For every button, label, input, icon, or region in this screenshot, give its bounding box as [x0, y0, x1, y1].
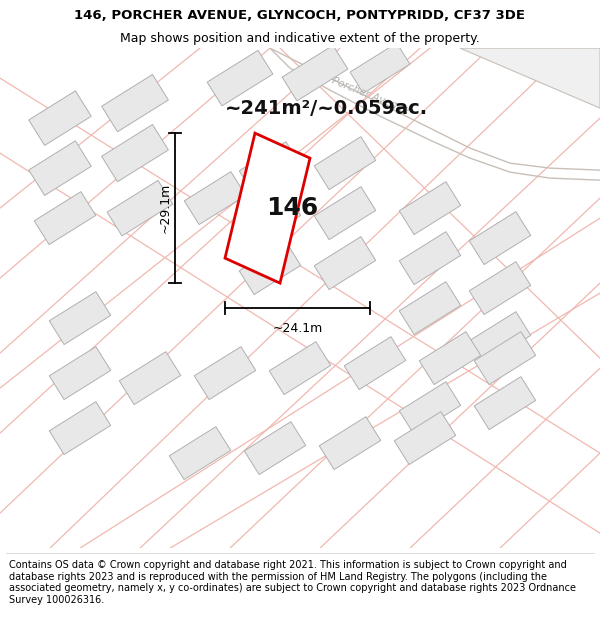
- Text: ~241m²/~0.059ac.: ~241m²/~0.059ac.: [225, 99, 428, 118]
- Polygon shape: [239, 242, 301, 294]
- Polygon shape: [239, 142, 301, 194]
- Polygon shape: [469, 262, 531, 314]
- Polygon shape: [314, 237, 376, 289]
- Text: 146, PORCHER AVENUE, GLYNCOCH, PONTYPRIDD, CF37 3DE: 146, PORCHER AVENUE, GLYNCOCH, PONTYPRID…: [74, 9, 526, 22]
- Polygon shape: [399, 382, 461, 434]
- Polygon shape: [34, 192, 96, 244]
- Polygon shape: [244, 422, 306, 474]
- Polygon shape: [469, 212, 531, 264]
- Polygon shape: [314, 187, 376, 239]
- Polygon shape: [399, 182, 461, 234]
- Text: ~29.1m: ~29.1m: [158, 183, 172, 233]
- Polygon shape: [314, 137, 376, 189]
- Polygon shape: [49, 347, 111, 399]
- Polygon shape: [319, 417, 381, 469]
- Polygon shape: [350, 43, 410, 93]
- Polygon shape: [119, 352, 181, 404]
- Polygon shape: [101, 74, 169, 132]
- Polygon shape: [101, 124, 169, 182]
- Polygon shape: [225, 133, 310, 283]
- Polygon shape: [474, 332, 536, 384]
- Polygon shape: [49, 402, 111, 454]
- Polygon shape: [169, 427, 231, 479]
- Polygon shape: [29, 141, 91, 196]
- Text: ~24.1m: ~24.1m: [272, 322, 323, 335]
- Polygon shape: [239, 192, 301, 244]
- Text: Porcher Avenue: Porcher Avenue: [330, 76, 410, 116]
- Polygon shape: [49, 292, 111, 344]
- Polygon shape: [344, 337, 406, 389]
- Polygon shape: [184, 172, 246, 224]
- Polygon shape: [29, 91, 91, 146]
- Polygon shape: [194, 347, 256, 399]
- Polygon shape: [474, 377, 536, 429]
- Polygon shape: [269, 342, 331, 394]
- Polygon shape: [394, 412, 456, 464]
- Text: Map shows position and indicative extent of the property.: Map shows position and indicative extent…: [120, 32, 480, 46]
- Polygon shape: [107, 181, 173, 236]
- Polygon shape: [419, 332, 481, 384]
- Polygon shape: [469, 312, 531, 364]
- Polygon shape: [207, 51, 273, 106]
- Polygon shape: [399, 282, 461, 334]
- Text: Contains OS data © Crown copyright and database right 2021. This information is : Contains OS data © Crown copyright and d…: [9, 560, 576, 605]
- Polygon shape: [282, 46, 348, 101]
- Polygon shape: [460, 48, 600, 108]
- Polygon shape: [399, 232, 461, 284]
- Text: 146: 146: [266, 196, 319, 220]
